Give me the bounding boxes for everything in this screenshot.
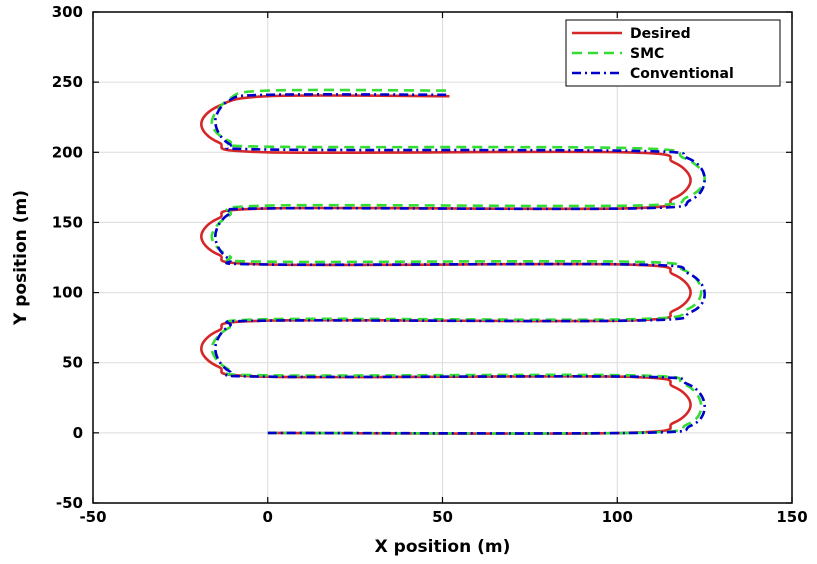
series-line-desired [200,94,692,435]
legend-label-desired: Desired [630,26,691,42]
series-layer [200,88,706,435]
x-tick-label: 150 [776,508,807,526]
legend-label-conventional: Conventional [630,66,734,82]
legend-box [565,19,781,87]
y-tick-label: 250 [52,73,83,91]
y-tick-label: 300 [52,3,83,21]
x-tick-label: 0 [263,508,273,526]
legend: Desired SMC Conventional [565,19,781,87]
series-line-conventional [214,93,706,435]
y-tick-label: 100 [52,284,83,302]
series-line-smc [210,88,706,435]
tick-layer: -50 0 50 100 150 -50 0 50 100 150 200 250 300 [52,3,808,526]
y-tick-label: 200 [52,143,83,161]
legend-label-smc: SMC [630,46,664,62]
x-axis-label: X position (m) [375,537,511,557]
y-tick-label: 150 [52,213,83,231]
y-tick-label: 50 [62,354,83,372]
y-tick-label: -50 [56,494,83,512]
x-tick-label: 100 [602,508,633,526]
y-tick-label: 0 [73,424,83,442]
x-tick-label: 50 [432,508,453,526]
x-tick-label: -50 [79,508,106,526]
y-axis-label: Y position (m) [11,190,31,326]
